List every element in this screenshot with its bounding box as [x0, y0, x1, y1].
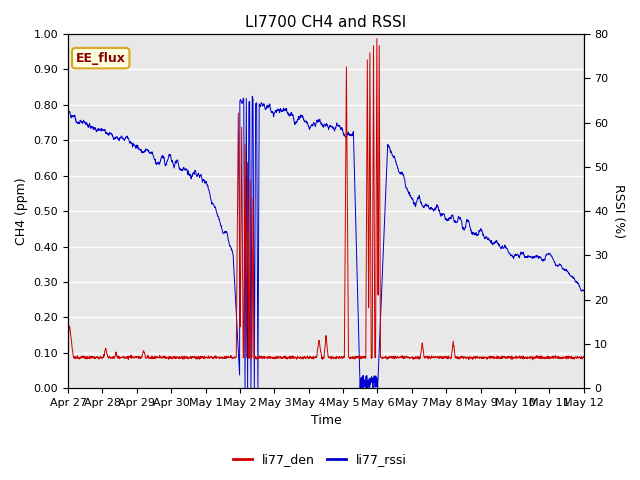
- Y-axis label: CH4 (ppm): CH4 (ppm): [15, 177, 28, 245]
- Y-axis label: RSSI (%): RSSI (%): [612, 184, 625, 238]
- Text: EE_flux: EE_flux: [76, 52, 125, 65]
- X-axis label: Time: Time: [310, 414, 341, 427]
- Title: LI7700 CH4 and RSSI: LI7700 CH4 and RSSI: [245, 15, 406, 30]
- Legend: li77_den, li77_rssi: li77_den, li77_rssi: [228, 448, 412, 471]
